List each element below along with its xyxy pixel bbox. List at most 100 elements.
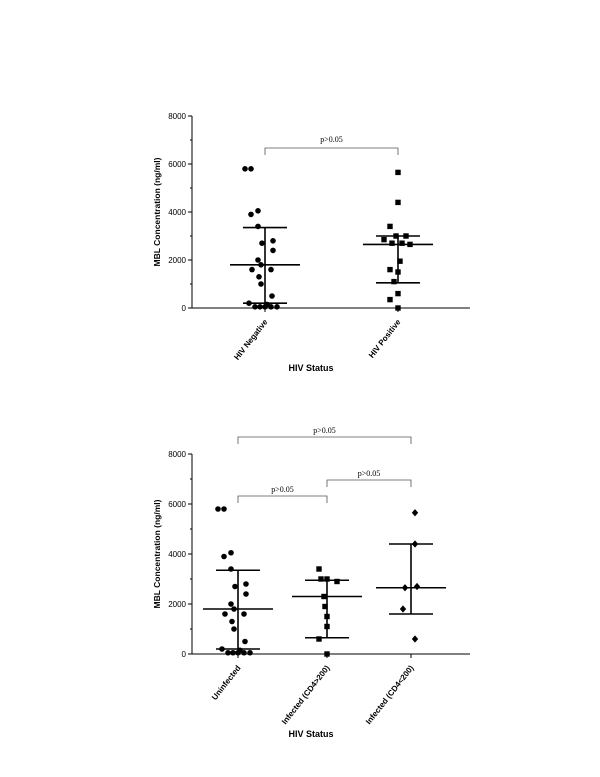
x-axis-label: HIV Status bbox=[288, 729, 333, 739]
x-axis-label: HIV Status bbox=[288, 363, 333, 373]
data-point bbox=[229, 618, 235, 625]
data-point bbox=[274, 304, 280, 310]
data-point bbox=[231, 626, 237, 632]
data-point bbox=[230, 649, 236, 656]
y-tick-label: 0 bbox=[182, 650, 187, 659]
data-point bbox=[242, 166, 248, 172]
data-point bbox=[221, 506, 227, 512]
data-point bbox=[316, 636, 322, 642]
data-point bbox=[268, 266, 274, 273]
data-point bbox=[269, 293, 275, 299]
data-point bbox=[232, 583, 238, 590]
y-tick-label: 4000 bbox=[168, 550, 186, 559]
data-point bbox=[322, 603, 328, 610]
data-point bbox=[407, 241, 413, 248]
data-point bbox=[324, 576, 330, 582]
data-point bbox=[255, 223, 261, 230]
data-point bbox=[257, 304, 263, 310]
data-point bbox=[324, 623, 330, 630]
y-tick-label: 8000 bbox=[168, 450, 186, 459]
data-point bbox=[334, 578, 340, 585]
data-point bbox=[243, 591, 249, 597]
significance-bracket bbox=[237, 495, 328, 503]
data-point bbox=[316, 566, 322, 572]
x-category-label: Infected (CD4<200) bbox=[364, 663, 416, 726]
x-category-label: HIV Negative bbox=[232, 317, 270, 362]
chart-panel-2: 0 2000 4000 6000 8000 MBL Concentration (ng/m… bbox=[152, 426, 470, 739]
data-point bbox=[258, 281, 264, 287]
data-point bbox=[399, 605, 407, 613]
data-point bbox=[401, 584, 409, 592]
data-point bbox=[318, 576, 324, 582]
x-category-label: HIV Positive bbox=[367, 317, 403, 359]
data-point bbox=[397, 258, 403, 264]
data-point bbox=[262, 304, 268, 310]
y-tick-label: 6000 bbox=[168, 500, 186, 509]
data-point bbox=[235, 649, 241, 656]
data-point bbox=[270, 247, 276, 254]
data-point bbox=[255, 257, 261, 263]
y-tick-label: 8000 bbox=[168, 112, 186, 121]
data-point bbox=[395, 269, 401, 275]
data-point bbox=[219, 646, 225, 652]
y-axis-label: MBL Concentration (ng/ml) bbox=[152, 157, 162, 266]
significance-bracket bbox=[237, 436, 412, 444]
data-point bbox=[243, 581, 249, 587]
y-axis-label: MBL Concentration (ng/ml) bbox=[152, 499, 162, 608]
data-point bbox=[231, 606, 237, 612]
significance-bracket bbox=[326, 479, 412, 487]
data-point bbox=[241, 611, 247, 617]
data-point bbox=[395, 305, 401, 311]
p-value-label: p>0.05 bbox=[358, 469, 381, 478]
data-point bbox=[387, 266, 393, 273]
p-value-label: p>0.05 bbox=[313, 426, 336, 435]
x-category-label: Uninfected bbox=[210, 664, 243, 702]
data-point bbox=[411, 509, 419, 517]
data-point bbox=[246, 300, 252, 307]
y-tick-label: 4000 bbox=[168, 208, 186, 217]
data-point bbox=[247, 649, 253, 656]
data-point bbox=[258, 262, 264, 268]
y-tick-label: 2000 bbox=[168, 256, 186, 265]
y-tick-label: 2000 bbox=[168, 600, 186, 609]
data-point bbox=[413, 582, 421, 591]
p-value-label: p>0.05 bbox=[320, 135, 343, 144]
data-point bbox=[321, 593, 327, 600]
data-point bbox=[228, 566, 234, 572]
data-point bbox=[255, 208, 261, 214]
data-point bbox=[259, 240, 265, 246]
data-point bbox=[395, 169, 401, 176]
data-point bbox=[228, 601, 234, 607]
data-point bbox=[221, 553, 227, 560]
significance-bracket bbox=[264, 147, 399, 155]
y-tick-label: 0 bbox=[182, 304, 187, 313]
chart-panel-1: 0 2000 4000 6000 8000 MBL Concentration (ng/m… bbox=[152, 112, 470, 373]
data-point bbox=[228, 549, 234, 556]
data-point bbox=[222, 611, 228, 617]
data-point bbox=[389, 240, 395, 246]
data-point bbox=[270, 238, 276, 244]
data-point bbox=[395, 199, 401, 206]
data-point bbox=[248, 166, 254, 172]
data-point bbox=[399, 240, 405, 246]
data-point bbox=[249, 266, 255, 273]
data-point bbox=[403, 233, 409, 239]
data-point bbox=[387, 223, 393, 230]
p-value-label: p>0.05 bbox=[271, 485, 294, 494]
data-point bbox=[242, 638, 248, 645]
data-point bbox=[256, 274, 262, 280]
data-point bbox=[225, 649, 231, 656]
data-point bbox=[381, 236, 387, 243]
data-point bbox=[387, 296, 393, 303]
y-tick-label: 6000 bbox=[168, 160, 186, 169]
data-point bbox=[215, 506, 221, 512]
data-point bbox=[241, 649, 247, 656]
data-point bbox=[252, 304, 258, 310]
data-point bbox=[411, 540, 419, 548]
data-point bbox=[324, 651, 330, 657]
data-point bbox=[411, 635, 419, 643]
data-point bbox=[268, 304, 274, 310]
data-point bbox=[324, 613, 330, 620]
data-point bbox=[393, 233, 399, 239]
